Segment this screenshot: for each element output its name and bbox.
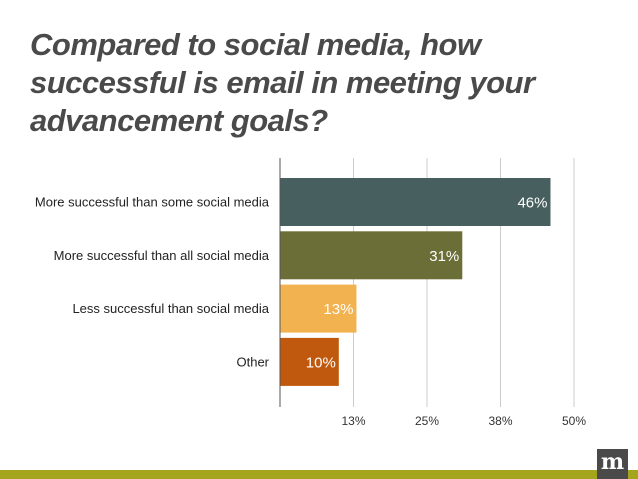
data-label: 31% xyxy=(429,248,459,265)
category-label: Less successful than social media xyxy=(72,301,269,316)
bar xyxy=(280,231,463,280)
data-label: 13% xyxy=(323,301,353,318)
x-tick-label: 38% xyxy=(488,414,512,428)
x-tick-label: 25% xyxy=(415,414,439,428)
chart-title-line: advancement goals? xyxy=(30,103,328,138)
chart-title-line: successful is email in meeting your xyxy=(30,65,535,100)
bar xyxy=(280,337,339,386)
footer-accent-bar xyxy=(0,470,638,479)
bar xyxy=(280,178,551,226)
chart-title: Compared to social media, how successful… xyxy=(30,26,610,140)
category-label: Other xyxy=(236,354,269,369)
bar xyxy=(280,284,357,333)
x-tick-label: 50% xyxy=(562,414,586,428)
data-label: 10% xyxy=(306,354,336,371)
category-label: More successful than all social media xyxy=(54,248,270,263)
x-tick-label: 13% xyxy=(341,414,365,428)
chart-title-line: Compared to social media, how xyxy=(30,27,481,62)
data-label: 46% xyxy=(517,195,547,212)
brand-logo: m xyxy=(597,449,628,479)
category-label: More successful than some social media xyxy=(35,195,270,210)
